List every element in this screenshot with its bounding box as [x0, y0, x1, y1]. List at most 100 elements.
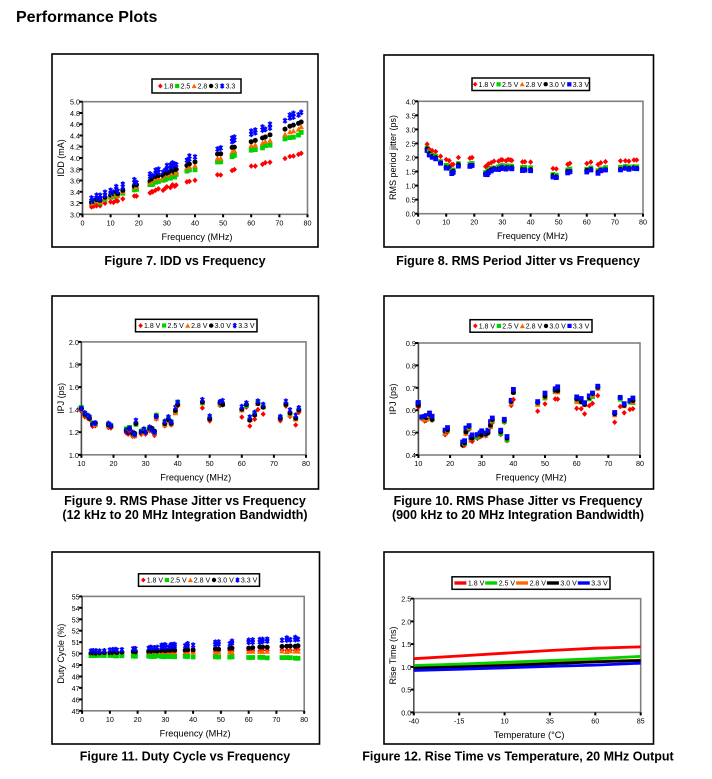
- svg-text:55: 55: [72, 592, 80, 601]
- svg-text:3.3 V: 3.3 V: [238, 323, 255, 330]
- svg-text:80: 80: [304, 218, 312, 227]
- svg-text:0.9: 0.9: [406, 339, 416, 348]
- svg-text:50: 50: [541, 459, 549, 468]
- svg-text:0.6: 0.6: [406, 406, 416, 415]
- svg-text:0.5: 0.5: [406, 429, 416, 438]
- svg-text:60: 60: [245, 715, 253, 724]
- svg-text:35: 35: [546, 716, 554, 725]
- svg-text:3.0: 3.0: [406, 125, 416, 134]
- svg-text:30: 30: [161, 715, 169, 724]
- svg-text:4.8: 4.8: [70, 109, 80, 118]
- svg-text:2.8 V: 2.8 V: [526, 82, 543, 89]
- svg-text:3.3 V: 3.3 V: [573, 324, 590, 331]
- svg-text:0.7: 0.7: [406, 384, 416, 393]
- svg-text:10: 10: [442, 218, 450, 227]
- svg-text:1.8 V: 1.8 V: [468, 581, 485, 588]
- svg-text:3.4: 3.4: [70, 188, 80, 197]
- svg-text:80: 80: [302, 459, 310, 468]
- svg-text:0.5: 0.5: [401, 686, 411, 695]
- svg-text:0: 0: [416, 218, 420, 227]
- svg-text:1.2: 1.2: [69, 428, 79, 437]
- svg-text:0.0: 0.0: [401, 708, 411, 717]
- svg-text:2.8 V: 2.8 V: [194, 578, 211, 585]
- svg-text:50: 50: [219, 218, 227, 227]
- svg-text:1.8 V: 1.8 V: [479, 324, 496, 331]
- svg-text:Figure 7. IDD vs Frequency: Figure 7. IDD vs Frequency: [104, 254, 265, 268]
- svg-text:Figure 8. RMS Period Jitter vs: Figure 8. RMS Period Jitter vs Frequency: [396, 254, 640, 268]
- svg-text:50: 50: [555, 218, 563, 227]
- svg-text:2.5: 2.5: [401, 595, 411, 604]
- svg-text:80: 80: [639, 218, 647, 227]
- svg-text:10: 10: [106, 715, 114, 724]
- svg-text:Figure 11. Duty Cycle vs Frequ: Figure 11. Duty Cycle vs Frequency: [80, 750, 291, 764]
- svg-text:1.8 V: 1.8 V: [479, 82, 496, 89]
- svg-text:2.8 V: 2.8 V: [191, 323, 208, 330]
- svg-text:0: 0: [81, 218, 85, 227]
- svg-text:2.8 V: 2.8 V: [530, 581, 547, 588]
- svg-text:5.0: 5.0: [70, 98, 80, 107]
- svg-text:2.8 V: 2.8 V: [526, 324, 543, 331]
- svg-text:3.5: 3.5: [406, 111, 416, 120]
- svg-text:2.5: 2.5: [181, 84, 191, 91]
- svg-text:-15: -15: [454, 716, 464, 725]
- svg-text:0.4: 0.4: [406, 451, 416, 460]
- svg-text:3.0 V: 3.0 V: [549, 324, 566, 331]
- svg-text:2.5: 2.5: [406, 139, 416, 148]
- svg-text:53: 53: [72, 615, 80, 624]
- svg-text:Duty Cycle (%): Duty Cycle (%): [56, 624, 66, 684]
- svg-text:Performance Plots: Performance Plots: [16, 9, 157, 26]
- svg-text:60: 60: [238, 459, 246, 468]
- svg-text:2.5 V: 2.5 V: [168, 323, 185, 330]
- svg-text:1.5: 1.5: [406, 168, 416, 177]
- svg-text:2.0: 2.0: [401, 617, 411, 626]
- svg-text:3.8: 3.8: [70, 165, 80, 174]
- svg-text:47: 47: [72, 684, 80, 693]
- svg-text:52: 52: [72, 627, 80, 636]
- svg-text:48: 48: [72, 673, 80, 682]
- svg-text:-40: -40: [409, 716, 419, 725]
- svg-text:50: 50: [72, 650, 80, 659]
- svg-text:20: 20: [110, 459, 118, 468]
- svg-text:70: 70: [270, 459, 278, 468]
- svg-text:54: 54: [72, 604, 80, 613]
- svg-text:2.5 V: 2.5 V: [502, 324, 519, 331]
- svg-text:IPJ (ps): IPJ (ps): [56, 383, 66, 414]
- svg-text:70: 70: [275, 218, 283, 227]
- svg-text:30: 30: [478, 459, 486, 468]
- svg-text:1.8: 1.8: [164, 84, 174, 91]
- svg-text:30: 30: [142, 459, 150, 468]
- svg-text:80: 80: [636, 459, 644, 468]
- svg-text:Figure 9. RMS Phase Jitter vs: Figure 9. RMS Phase Jitter vs Frequency: [64, 494, 306, 508]
- svg-text:3.0 V: 3.0 V: [560, 581, 577, 588]
- svg-text:Temperature (°C): Temperature (°C): [494, 730, 565, 740]
- svg-text:40: 40: [191, 218, 199, 227]
- svg-text:10: 10: [107, 218, 115, 227]
- svg-text:3.2: 3.2: [70, 199, 80, 208]
- svg-text:4.6: 4.6: [70, 120, 80, 129]
- svg-text:10: 10: [414, 459, 422, 468]
- svg-text:2.8: 2.8: [198, 84, 208, 91]
- svg-text:3.3 V: 3.3 V: [241, 578, 258, 585]
- svg-text:60: 60: [591, 716, 599, 725]
- svg-text:20: 20: [134, 715, 142, 724]
- svg-text:30: 30: [163, 218, 171, 227]
- svg-text:40: 40: [527, 218, 535, 227]
- svg-text:50: 50: [206, 459, 214, 468]
- svg-text:20: 20: [135, 218, 143, 227]
- svg-text:IPJ (ps): IPJ (ps): [388, 383, 398, 414]
- svg-text:60: 60: [247, 218, 255, 227]
- svg-text:46: 46: [72, 695, 80, 704]
- svg-text:4.2: 4.2: [70, 143, 80, 152]
- svg-text:4.0: 4.0: [406, 97, 416, 106]
- svg-text:40: 40: [509, 459, 517, 468]
- svg-text:3.6: 3.6: [70, 177, 80, 186]
- svg-text:70: 70: [272, 715, 280, 724]
- svg-text:1.8 V: 1.8 V: [147, 578, 164, 585]
- svg-text:60: 60: [583, 218, 591, 227]
- svg-text:1.4: 1.4: [69, 406, 79, 415]
- svg-text:3.0 V: 3.0 V: [549, 82, 566, 89]
- svg-text:45: 45: [72, 707, 80, 716]
- svg-text:3.3 V: 3.3 V: [591, 581, 608, 588]
- svg-text:Frequency (MHz): Frequency (MHz): [497, 231, 568, 241]
- svg-text:0: 0: [80, 715, 84, 724]
